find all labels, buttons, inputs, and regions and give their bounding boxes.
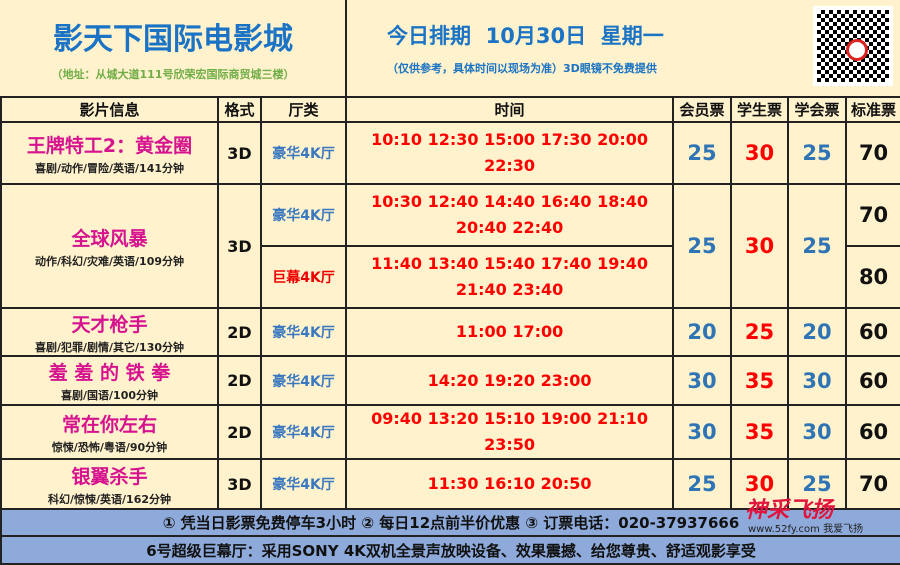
member-price: 30 <box>672 404 733 460</box>
movie-format: 3D <box>217 183 262 309</box>
student-price: 25 <box>730 307 790 357</box>
movie-info: 银翼杀手科幻/惊悚/英语/162分钟 <box>0 458 219 510</box>
col-header: 学会票 <box>787 96 848 123</box>
movie-format: 2D <box>217 355 262 406</box>
col-header: 标准票 <box>845 96 900 123</box>
watermark-logo: 神采飞扬 <box>745 498 834 523</box>
member-price: 30 <box>672 355 733 406</box>
qr-code-icon <box>813 6 894 86</box>
hall-type: 豪华4K厅 <box>259 404 348 460</box>
standard-price: 60 <box>845 307 900 357</box>
movie-title: 常在你左右 <box>61 413 157 436</box>
movie-format: 2D <box>217 307 262 357</box>
standard-price: 60 <box>845 404 900 460</box>
movie-info: 王牌特工2：黄金圈喜剧/动作/冒险/英语/141分钟 <box>0 121 219 185</box>
showtimes: 09:40 13:20 15:10 19:00 21:10 23:50 <box>345 404 675 460</box>
address: （地址：从城大道111号欣荣宏国际商贸城三楼） <box>51 68 295 81</box>
watermark-url-text: www.52fy.com <box>748 524 820 535</box>
movie-row: 巨幕4K厅 11:40 13:40 15:40 17:40 19:40 21:40… <box>1 245 900 309</box>
hall-type: 豪华4K厅 <box>259 183 348 247</box>
student-price: 30 <box>730 183 790 309</box>
col-header: 格式 <box>217 96 262 123</box>
footer-promo: ① 凭当日影票免费停车3小时 ② 每日12点前半价优惠 ③ 订票电话：020-3… <box>0 508 900 537</box>
union-price: 30 <box>787 355 848 406</box>
movie-format: 2D <box>217 404 262 460</box>
union-price: 25 <box>787 458 848 510</box>
standard-price: 60 <box>845 355 900 406</box>
col-header: 厅类 <box>259 96 348 123</box>
union-price: 25 <box>787 121 848 185</box>
movie-title: 王牌特工2：黄金圈 <box>26 134 193 157</box>
showtimes: 11:30 16:10 20:50 <box>345 458 675 510</box>
member-price: 25 <box>672 458 733 510</box>
showtimes: 11:40 13:40 15:40 17:40 19:40 21:40 23:4… <box>345 245 675 309</box>
movie-info: 羞 羞 的 铁 拳喜剧/国语/100分钟 <box>0 355 219 406</box>
standard-price: 70 <box>845 183 900 247</box>
movie-row: 王牌特工2：黄金圈 喜剧/动作/冒险/英语/141分钟 3D 豪华4K厅 10:10 1… <box>0 121 900 185</box>
col-header: 学生票 <box>730 96 790 123</box>
movie-info: 常在你左右惊悚/恐怖/粤语/90分钟 <box>0 404 219 460</box>
col-header: 会员票 <box>672 96 733 123</box>
movie-title: 全球风暴 <box>71 227 148 250</box>
student-price: 35 <box>730 355 790 406</box>
member-price: 20 <box>672 307 733 357</box>
movie-row: 常在你左右 惊悚/恐怖/粤语/90分钟 2D 豪华4K厅 09:40 13:20 15:… <box>0 404 900 460</box>
movie-row: 羞 羞 的 铁 拳喜剧/国语/100分钟 2D 豪华4K厅 14:20 19:20 2… <box>0 355 900 406</box>
hall-type: 巨幕4K厅 <box>259 245 348 309</box>
student-price: 30 <box>730 458 790 510</box>
watermark-sub: 我爱飞扬 <box>823 524 864 535</box>
movie-genre: 喜剧/犯罪/剧情/其它/130分钟 <box>34 340 185 354</box>
col-header: 影片信息 <box>0 96 219 123</box>
col-header: 时间 <box>345 96 675 123</box>
showtimes: 10:10 12:30 15:00 17:30 20:00 22:30 <box>345 121 675 185</box>
standard-price: 70 <box>845 458 900 510</box>
standard-price: 80 <box>845 245 900 309</box>
showtimes: 10:30 12:40 14:40 16:40 18:40 20:40 22:4… <box>345 183 675 247</box>
cinema-name: 影天下国际电影城 <box>53 22 294 57</box>
movie-title: 银翼杀手 <box>71 465 148 488</box>
movie-title: 天才枪手 <box>71 313 148 336</box>
union-price: 20 <box>787 307 848 357</box>
movie-row: 银翼杀手 科幻/惊悚/英语/162分钟 3D 豪华4K厅 11:30 16:10 20:… <box>0 458 900 510</box>
hall-type: 豪华4K厅 <box>259 121 348 185</box>
union-price: 30 <box>787 404 848 460</box>
movie-format: 3D <box>217 121 262 185</box>
movie-info: 全球风暴动作/科幻/灾难/英语/109分钟 <box>0 183 219 309</box>
movie-title: 羞 羞 的 铁 拳 <box>48 362 171 384</box>
student-price: 35 <box>730 404 790 460</box>
schedule-note: （仅供参考，具体时间以现场为准）3D眼镜不免费提供 <box>387 62 657 75</box>
hall-type: 豪华4K厅 <box>259 355 348 406</box>
schedule-header: 今日排期 10月30日 星期一 （仅供参考，具体时间以现场为准）3D眼镜不免费提… <box>345 0 900 98</box>
movie-row: 全球风暴 动作/科幻/灾难/英语/109分钟 3D 豪华4K厅 10:30 12:40 … <box>0 183 900 309</box>
movie-genre: 喜剧/动作/冒险/英语/141分钟 <box>34 161 185 175</box>
showtimes: 11:00 17:00 <box>345 307 675 357</box>
student-price: 30 <box>730 121 790 185</box>
schedule-title: 今日排期 10月30日 星期一 <box>387 24 664 48</box>
showtimes: 14:20 19:20 23:00 <box>345 355 675 406</box>
watermark-url: www.52fy.com 我爱飞扬 <box>748 520 863 535</box>
cinema-header: 影天下国际电影城 （地址：从城大道111号欣荣宏国际商贸城三楼） <box>1 0 348 98</box>
movie-format: 3D <box>217 458 262 510</box>
movie-genre: 科幻/惊悚/英语/162分钟 <box>47 492 171 506</box>
movie-genre: 动作/科幻/灾难/英语/109分钟 <box>34 254 185 268</box>
hall-type: 豪华4K厅 <box>259 307 348 357</box>
movie-row: 天才枪手 喜剧/犯罪/剧情/其它/130分钟 2D 豪华4K厅 11:00 17:00 2… <box>0 307 900 357</box>
member-price: 25 <box>672 121 733 185</box>
union-price: 25 <box>787 183 848 309</box>
column-headers: 影片信息 格式 厅类 时间 会员票 学生票 学会票 标准票 <box>0 96 900 123</box>
member-price: 25 <box>672 183 733 309</box>
hall-type: 豪华4K厅 <box>259 458 348 510</box>
standard-price: 70 <box>845 121 900 185</box>
movie-info: 天才枪手喜剧/犯罪/剧情/其它/130分钟 <box>0 307 219 357</box>
movie-genre: 惊悚/恐怖/粤语/90分钟 <box>51 440 168 454</box>
movie-genre: 喜剧/国语/100分钟 <box>61 389 158 402</box>
